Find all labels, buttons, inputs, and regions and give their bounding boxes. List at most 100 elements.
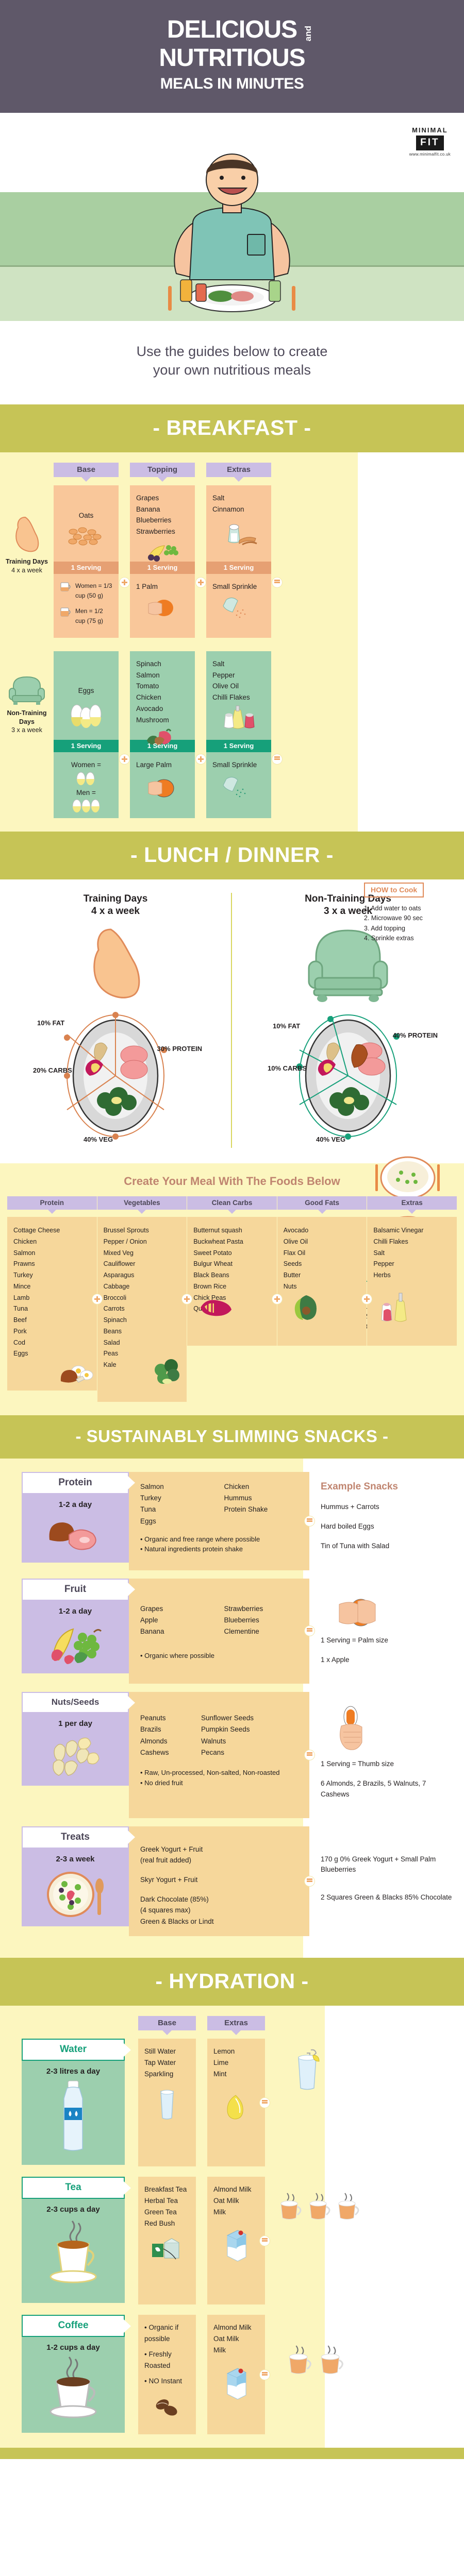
snack-items-protein: Salmon Turkey Tuna Eggs Chicken Hummus P… xyxy=(129,1471,310,1570)
how-to-cook-title: HOW to Cook xyxy=(364,883,424,897)
coffee-mug-icon xyxy=(289,2345,311,2375)
armchair-icon xyxy=(308,929,388,1003)
nontraining-days-label-block: Non-Training Days 3 x a week xyxy=(0,651,54,818)
title-and: and xyxy=(303,25,313,41)
training-days-label-block: Training Days 4 x a week xyxy=(0,485,54,638)
snack-col-b: Chicken Hummus Protein Shake xyxy=(224,1482,268,1514)
hydration-result-coffee xyxy=(264,2315,464,2434)
equals-icon xyxy=(260,2235,270,2246)
snack-bullets-protein: • Organic and free range where possible … xyxy=(140,1535,260,1553)
hydration-extras-water: Lemon Lime Mint xyxy=(207,2039,265,2167)
breakfast-training-row: Training Days 4 x a week Oats xyxy=(0,485,358,638)
training-topping-list: Grapes Banana Blueberries Strawberries xyxy=(136,494,175,536)
hydration-base-tea: Breakfast Tea Herbal Tea Green Tea Red B… xyxy=(138,2177,196,2305)
snack-badge-fruit: Fruit xyxy=(22,1578,129,1601)
food-table-panel: Create Your Meal With The Foods Below Pr… xyxy=(0,1163,464,1415)
equals-icon xyxy=(260,2097,270,2108)
snack-frequency-protein: 1-2 a day xyxy=(58,1500,92,1509)
brand-mark: FIT xyxy=(416,135,444,151)
training-plate-block: Training Days 4 x a week xyxy=(0,892,232,1148)
hero-illustration: MINIMAL FIT www.minimalfit.co.uk xyxy=(0,113,464,321)
label-fat: 10% FAT xyxy=(273,1022,301,1030)
snack-col-a: Salmon Turkey Tuna Eggs xyxy=(140,1482,164,1525)
yogurt-bowl-icon xyxy=(47,1871,104,1917)
plus-icon xyxy=(119,754,129,765)
snack-examples-nuts-seeds: 1 Serving = Thumb size 6 Almonds, 2 Braz… xyxy=(309,1692,464,1818)
food-list-extras: Balsamic Vinegar Chilli Flakes Salt Pepp… xyxy=(367,1217,457,1346)
hydration-row-coffee: Coffee 1-2 cups a day xyxy=(0,2315,464,2435)
nontraining-plate-title: Non-Training Days 3 x a week xyxy=(305,893,391,917)
hydration-base-water: Still Water Tap Water Sparkling xyxy=(138,2039,196,2167)
training-extras-serving-bar: 1 Serving xyxy=(206,561,271,574)
snack-frequency-fruit: 1-2 a day xyxy=(58,1606,92,1616)
nontraining-base-serving-men: Men = xyxy=(76,788,96,796)
palm-hand-icon xyxy=(148,599,173,616)
snack-badge-protein: Protein xyxy=(22,1471,129,1494)
fruit-bowl-icon xyxy=(51,1628,102,1664)
tea-bag-icon xyxy=(152,2238,179,2260)
snack-badge-treats: Treats xyxy=(22,1826,129,1849)
training-extras-list: Salt Cinnamon xyxy=(212,494,244,513)
food-tag-clean-carbs: Clean Carbs xyxy=(187,1196,277,1210)
tag-extras: Extras xyxy=(207,2016,265,2031)
glass-of-water-icon xyxy=(160,2090,174,2120)
hydration-tag-row: Base Extras xyxy=(0,2016,464,2031)
snack-examples-fruit: 1 Serving = Palm size 1 x Apple xyxy=(309,1578,464,1684)
nontraining-topping-serving: Large Palm xyxy=(136,760,172,769)
snack-col-a: Greek Yogurt + Fruit (real fruit added) … xyxy=(140,1845,214,1925)
equals-icon xyxy=(305,1876,314,1887)
nontraining-extras-serving-bar: 1 Serving xyxy=(206,739,271,752)
hydration-badge-water: Water xyxy=(22,2039,125,2061)
snack-label-protein: Protein 1-2 a day xyxy=(0,1471,129,1570)
plus-icon xyxy=(195,754,206,765)
label-veg: 40% VEG xyxy=(84,1136,113,1144)
snack-col-a: Peanuts Brazils Almonds Cashews xyxy=(140,1714,169,1756)
snack-label-treats: Treats 2-3 a week xyxy=(0,1826,129,1937)
training-macro-plate-chart: 10% FAT 20% CARBS 30% PROTEIN 40% VEG xyxy=(33,1012,202,1148)
nontraining-macro-plate-chart: 10% FAT 10% CARBS 40% PROTEIN 40% VEG xyxy=(268,1014,438,1148)
hydration-extras-tea: Almond Milk Oat Milk Milk xyxy=(207,2177,265,2305)
breakfast-nontraining-topping-col: Spinach Salmon Tomato Chicken Avocado Mu… xyxy=(130,651,195,818)
meat-icon xyxy=(49,1522,96,1550)
training-topping-serving-bar: 1 Serving xyxy=(130,561,195,574)
label-veg: 40% VEG xyxy=(316,1136,346,1144)
hydration-label-coffee: Coffee 1-2 cups a day xyxy=(22,2315,125,2434)
food-tag-good-fats: Good Fats xyxy=(277,1196,367,1210)
training-plate-svg xyxy=(64,1012,167,1140)
hydration-base-coffee: • Organic if possible • Freshly Roasted … xyxy=(138,2315,196,2435)
training-base-serving-men: Men = 1/2 cup (75 g) xyxy=(75,607,104,624)
plus-icon xyxy=(272,1294,282,1304)
food-table-columns: Protein Cottage Cheese Chicken Salmon Pr… xyxy=(0,1196,464,1415)
title-line-1: DELICIOUS and xyxy=(167,18,313,42)
coffee-beans-icon xyxy=(156,2399,177,2416)
food-column-vegetables: Vegetables Brussel Sprouts Pepper / Onio… xyxy=(97,1196,187,1402)
hydration-result-water xyxy=(264,2039,464,2166)
breakfast-training-base-col: Oats 1 Serving xyxy=(54,485,119,638)
training-base-item: Oats xyxy=(78,511,94,519)
tea-mug-icon xyxy=(280,2193,302,2220)
nontraining-base-item: Eggs xyxy=(78,686,94,694)
hydration-frequency-coffee: 1-2 cups a day xyxy=(46,2343,100,2352)
food-column-good-fats: Good Fats Avocado Olive Oil Flax Oil See… xyxy=(277,1196,367,1346)
snack-bullets-fruit: • Organic where possible xyxy=(140,1652,215,1660)
brand-name: MINIMAL xyxy=(412,126,448,134)
title-nutritious: NUTRITIOUS xyxy=(159,44,305,72)
equals-icon xyxy=(305,1626,314,1636)
coffee-mug-icon xyxy=(321,2345,343,2375)
intro-line-2: your own nutritious meals xyxy=(153,362,311,378)
training-plate-result xyxy=(364,1153,462,1199)
nontraining-base-serving-women: Women = xyxy=(71,760,101,769)
breakfast-banner: - BREAKFAST - xyxy=(0,404,464,452)
glass-of-water-with-lemon-icon xyxy=(298,2049,320,2090)
food-list-vegetables: Brussel Sprouts Pepper / Onion Mixed Veg… xyxy=(97,1217,187,1402)
tea-cup-icon xyxy=(49,2221,97,2283)
equals-icon xyxy=(272,578,282,588)
footer-band xyxy=(0,2448,464,2460)
sweet-potato-icon xyxy=(201,1300,232,1316)
training-topping-serving: 1 Palm xyxy=(136,582,158,590)
flexed-bicep-icon xyxy=(15,516,39,552)
snack-label-fruit: Fruit 1-2 a day xyxy=(0,1578,129,1684)
tag-extras: Extras xyxy=(206,462,271,477)
tag-topping: Topping xyxy=(130,462,195,477)
hydration-row-water: Water 2-3 litres a day Still xyxy=(0,2039,464,2167)
